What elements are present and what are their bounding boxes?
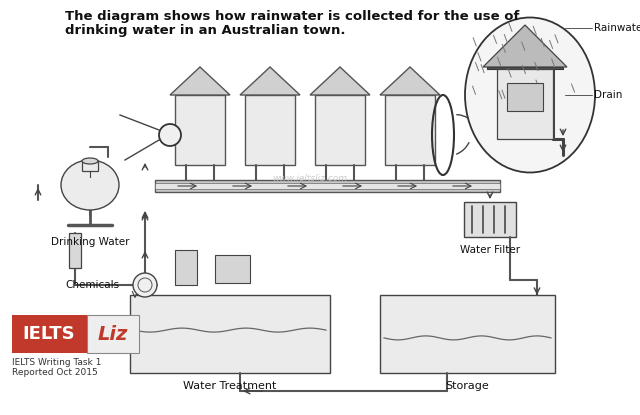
Text: Chemicals: Chemicals: [66, 280, 120, 290]
Text: Water Treatment: Water Treatment: [183, 381, 276, 391]
Polygon shape: [310, 67, 370, 95]
Bar: [175, 95, 225, 165]
Bar: [315, 95, 365, 165]
Bar: [464, 202, 516, 237]
Bar: [175, 250, 197, 285]
Text: Drinking Water: Drinking Water: [51, 237, 129, 247]
Polygon shape: [240, 67, 300, 95]
Bar: [385, 95, 435, 165]
Ellipse shape: [82, 158, 98, 164]
Bar: [380, 295, 555, 373]
Text: The diagram shows how rainwater is collected for the use of: The diagram shows how rainwater is colle…: [65, 10, 520, 23]
Bar: [69, 233, 81, 268]
Bar: [507, 83, 543, 111]
Polygon shape: [483, 25, 567, 67]
Bar: [245, 95, 295, 165]
Text: www.ieltsliz.com: www.ieltsliz.com: [273, 173, 348, 183]
Bar: [155, 183, 500, 189]
Bar: [12, 315, 87, 353]
Bar: [155, 180, 500, 192]
Text: Water Filter: Water Filter: [460, 245, 520, 255]
Polygon shape: [487, 67, 563, 69]
Text: IELTS: IELTS: [22, 325, 76, 343]
Text: IELTS Writing Task 1
Reported Oct 2015: IELTS Writing Task 1 Reported Oct 2015: [12, 358, 101, 377]
Ellipse shape: [61, 160, 119, 210]
Circle shape: [133, 273, 157, 297]
Text: Rainwater: Rainwater: [594, 23, 640, 33]
Ellipse shape: [465, 17, 595, 173]
Bar: [82, 161, 98, 171]
Polygon shape: [380, 67, 440, 95]
Text: drinking water in an Australian town.: drinking water in an Australian town.: [65, 24, 346, 37]
Circle shape: [159, 124, 181, 146]
Polygon shape: [170, 67, 230, 95]
Bar: [215, 255, 250, 283]
Bar: [497, 69, 553, 139]
Text: Drain: Drain: [594, 90, 622, 100]
Text: Storage: Storage: [445, 381, 489, 391]
Text: Liz: Liz: [98, 325, 128, 344]
Bar: [130, 295, 330, 373]
Bar: [87, 315, 139, 353]
